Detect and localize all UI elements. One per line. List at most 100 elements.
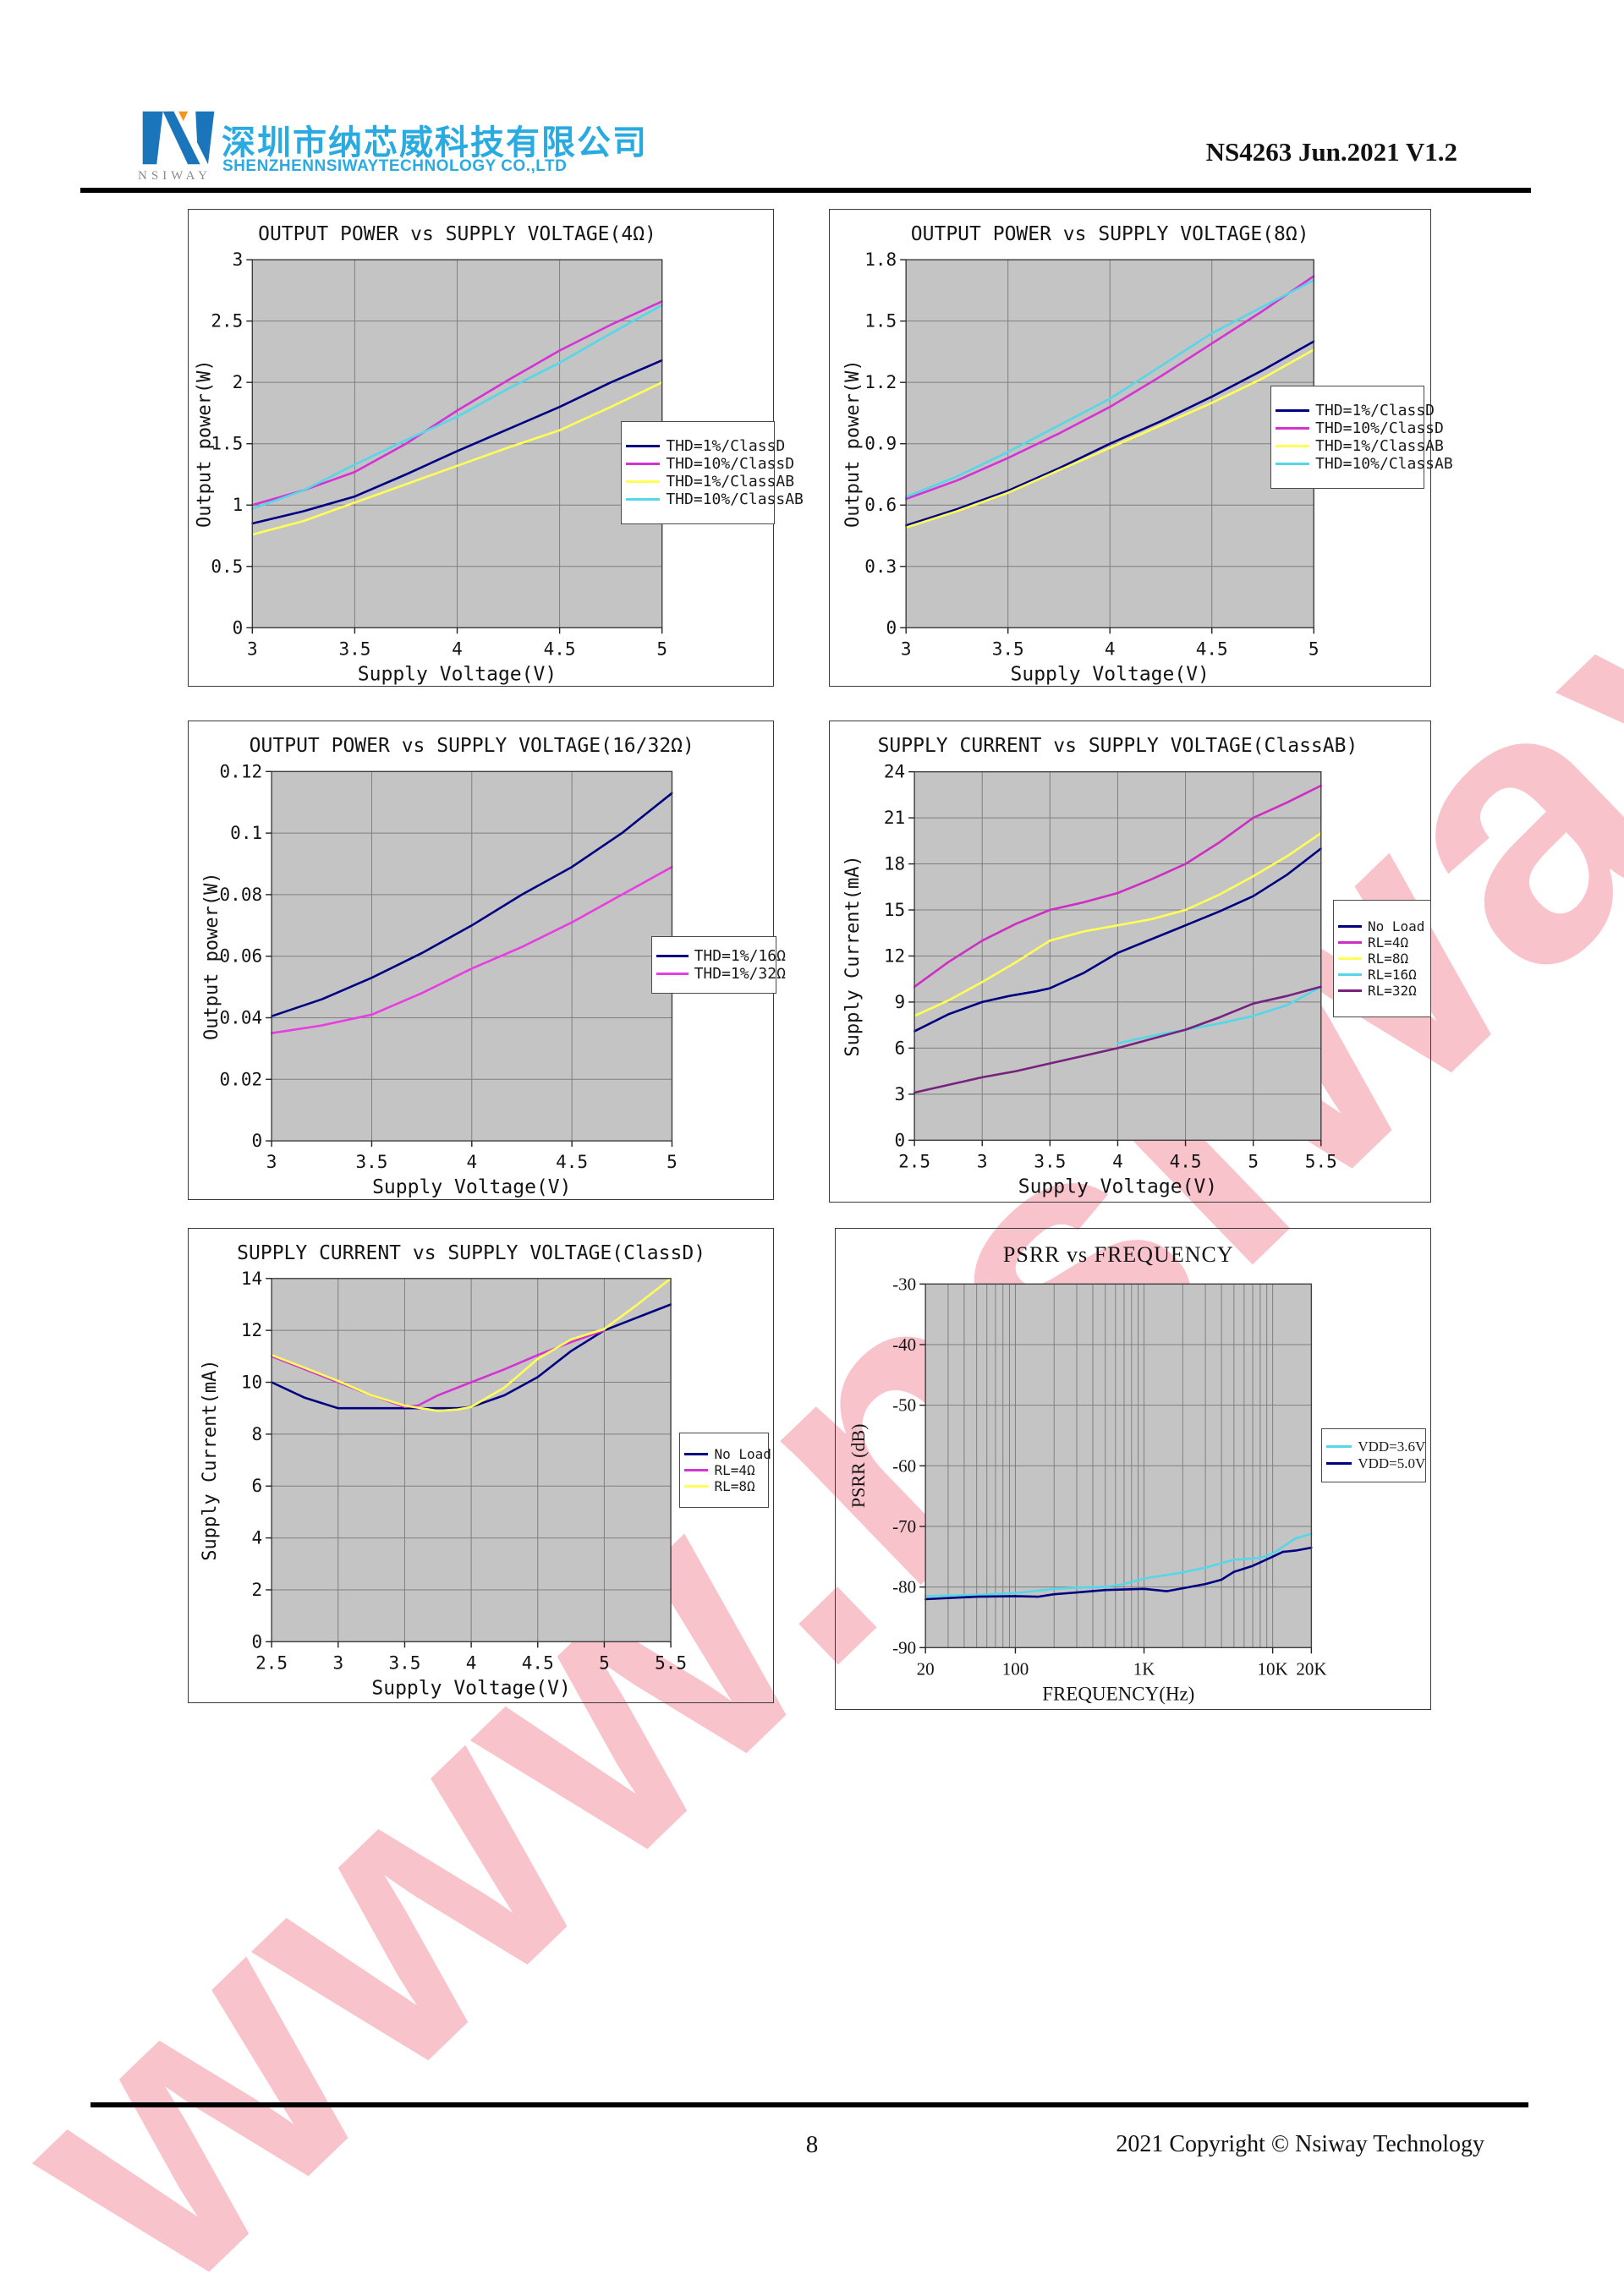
svg-text:12: 12 — [241, 1320, 262, 1340]
svg-text:Output power(W): Output power(W) — [842, 359, 864, 528]
svg-text:10: 10 — [241, 1373, 262, 1393]
chart-legend: No Load RL=4Ω RL=8Ω — [679, 1432, 771, 1508]
legend-line-swatch — [1337, 956, 1362, 960]
chart-plot: 20 100 1K 10K 20K -90 -80 -70 -60 -50 -40 -30 FREQUE… — [848, 1274, 1326, 1704]
legend-item: THD=1%/16Ω — [656, 947, 786, 965]
svg-text:18: 18 — [884, 854, 905, 874]
svg-text:4: 4 — [452, 638, 463, 659]
svg-text:0: 0 — [233, 617, 244, 638]
svg-text:3.5: 3.5 — [992, 638, 1024, 659]
chart-legend: VDD=3.6V VDD=5.0V — [1321, 1427, 1427, 1482]
header-rule — [80, 188, 1531, 193]
legend-item: VDD=5.0V — [1326, 1455, 1425, 1472]
legend-line-swatch — [1276, 444, 1310, 447]
company-name-en: SHENZHENNSIWAYTECHNOLOGY CO.,LTD — [222, 157, 568, 175]
chart-title: PSRR vs FREQUENCY — [1002, 1241, 1234, 1267]
svg-text:3: 3 — [894, 1084, 905, 1104]
svg-text:-50: -50 — [892, 1395, 916, 1416]
chart-output-power-4ohm: OUTPUT POWER vs SUPPLY VOLTAGE(4Ω) 3 3.5 4… — [188, 209, 804, 687]
svg-text:5: 5 — [656, 638, 667, 659]
svg-text:FREQUENCY(Hz): FREQUENCY(Hz) — [1042, 1683, 1194, 1704]
legend-line-swatch — [1337, 924, 1362, 928]
svg-text:6: 6 — [251, 1476, 262, 1496]
legend-item: RL=8Ω — [684, 1478, 764, 1494]
legend-line-swatch — [626, 497, 661, 501]
svg-text:Output power(W): Output power(W) — [201, 872, 222, 1040]
svg-text:1.5: 1.5 — [211, 434, 243, 454]
svg-text:0.08: 0.08 — [220, 885, 263, 905]
svg-text:-40: -40 — [892, 1334, 916, 1355]
legend-line-swatch — [656, 955, 689, 958]
logo-wordmark: NSIWAY — [138, 169, 211, 183]
legend-label: VDD=5.0V — [1358, 1455, 1426, 1471]
svg-text:0.1: 0.1 — [230, 823, 262, 843]
legend-line-swatch — [1326, 1445, 1352, 1449]
legend-line-swatch — [684, 1484, 709, 1488]
legend-label: THD=10%/ClassD — [1315, 419, 1444, 437]
legend-item: THD=1%/32Ω — [656, 965, 786, 983]
svg-text:4: 4 — [466, 1652, 477, 1673]
legend-line-swatch — [1337, 989, 1362, 992]
svg-text:3.5: 3.5 — [338, 638, 370, 659]
svg-text:9: 9 — [894, 992, 905, 1012]
svg-text:6: 6 — [894, 1038, 905, 1058]
svg-text:2.5: 2.5 — [211, 311, 243, 332]
svg-text:3: 3 — [233, 249, 244, 270]
svg-text:0.06: 0.06 — [220, 946, 263, 967]
chart-title: OUTPUT POWER vs SUPPLY VOLTAGE(8Ω) — [910, 222, 1309, 245]
chart-supply-current-classab: SUPPLY CURRENT vs SUPPLY VOLTAGE(ClassAB… — [829, 721, 1431, 1203]
svg-text:3: 3 — [247, 638, 258, 659]
legend-label: THD=1%/ClassD — [1315, 401, 1435, 419]
legend-label: No Load — [1367, 918, 1425, 934]
legend-line-swatch — [626, 444, 661, 447]
svg-text:0: 0 — [251, 1131, 262, 1151]
chart-plot: 2.5 3 3.5 4 4.5 5 5.5 0 2 4 6 8 10 12 14 Supply Voltage… — [200, 1269, 687, 1700]
svg-text:4: 4 — [466, 1152, 477, 1172]
chart-title: OUTPUT POWER vs SUPPLY VOLTAGE(16/32Ω) — [249, 734, 694, 757]
legend-line-swatch — [1326, 1462, 1352, 1466]
svg-text:2.5: 2.5 — [255, 1652, 288, 1673]
legend-line-swatch — [1276, 462, 1310, 465]
svg-text:Supply Current(mA): Supply Current(mA) — [200, 1359, 221, 1560]
chart-output-power-16-32ohm: OUTPUT POWER vs SUPPLY VOLTAGE(16/32Ω) 3… — [188, 721, 786, 1200]
svg-text:8: 8 — [251, 1424, 262, 1444]
chart-title: OUTPUT POWER vs SUPPLY VOLTAGE(4Ω) — [258, 222, 656, 245]
svg-text:20: 20 — [917, 1658, 935, 1679]
chart-title: SUPPLY CURRENT vs SUPPLY VOLTAGE(ClassAB… — [877, 734, 1358, 757]
svg-text:PSRR (dB): PSRR (dB) — [848, 1423, 869, 1508]
legend-item: RL=16Ω — [1337, 967, 1426, 983]
chart-legend: THD=1%/ClassD THD=10%/ClassD THD=1%/ClassA… — [621, 420, 804, 524]
footer-rule — [91, 2102, 1528, 2107]
chart-plot: 3 3.5 4 4.5 5 0 0.3 0.6 0.9 1.2 1.5 1.8 Supply Volta… — [842, 249, 1320, 685]
svg-text:0.12: 0.12 — [220, 761, 263, 781]
svg-text:0.9: 0.9 — [864, 434, 897, 454]
legend-item: RL=8Ω — [1337, 951, 1426, 967]
svg-text:4.5: 4.5 — [544, 638, 576, 659]
svg-text:Supply Voltage(V): Supply Voltage(V) — [1018, 1175, 1217, 1197]
svg-text:14: 14 — [241, 1269, 262, 1289]
svg-text:Supply Voltage(V): Supply Voltage(V) — [1011, 663, 1210, 685]
svg-text:4.5: 4.5 — [1170, 1151, 1202, 1171]
legend-item: RL=32Ω — [1337, 983, 1426, 999]
svg-text:5.5: 5.5 — [655, 1652, 687, 1673]
svg-text:15: 15 — [884, 900, 905, 920]
svg-text:1.5: 1.5 — [864, 311, 897, 332]
svg-text:5: 5 — [1309, 638, 1320, 659]
legend-label: RL=4Ω — [714, 1461, 755, 1478]
legend-label: RL=8Ω — [714, 1477, 755, 1494]
legend-item: THD=1%/ClassAB — [626, 473, 794, 490]
chart-supply-current-classd: SUPPLY CURRENT vs SUPPLY VOLTAGE(ClassD)… — [188, 1228, 774, 1703]
svg-text:0.5: 0.5 — [211, 556, 243, 577]
svg-text:0.02: 0.02 — [220, 1069, 263, 1089]
svg-text:4: 4 — [1105, 638, 1116, 659]
svg-text:4.5: 4.5 — [556, 1152, 588, 1172]
svg-text:Output power(W): Output power(W) — [194, 359, 215, 528]
logo-left-bar — [142, 111, 163, 165]
legend-item: RL=4Ω — [1337, 934, 1426, 951]
legend-label: THD=1%/ClassAB — [666, 472, 795, 490]
document-reference: NS4263 Jun.2021 V1.2 — [1205, 137, 1457, 167]
legend-label: THD=1%/16Ω — [694, 947, 786, 966]
chart-plot: 3 3.5 4 4.5 5 0 0.02 0.04 0.06 0.08 0.1 0.12 Supply … — [201, 761, 678, 1198]
svg-text:12: 12 — [884, 945, 905, 966]
